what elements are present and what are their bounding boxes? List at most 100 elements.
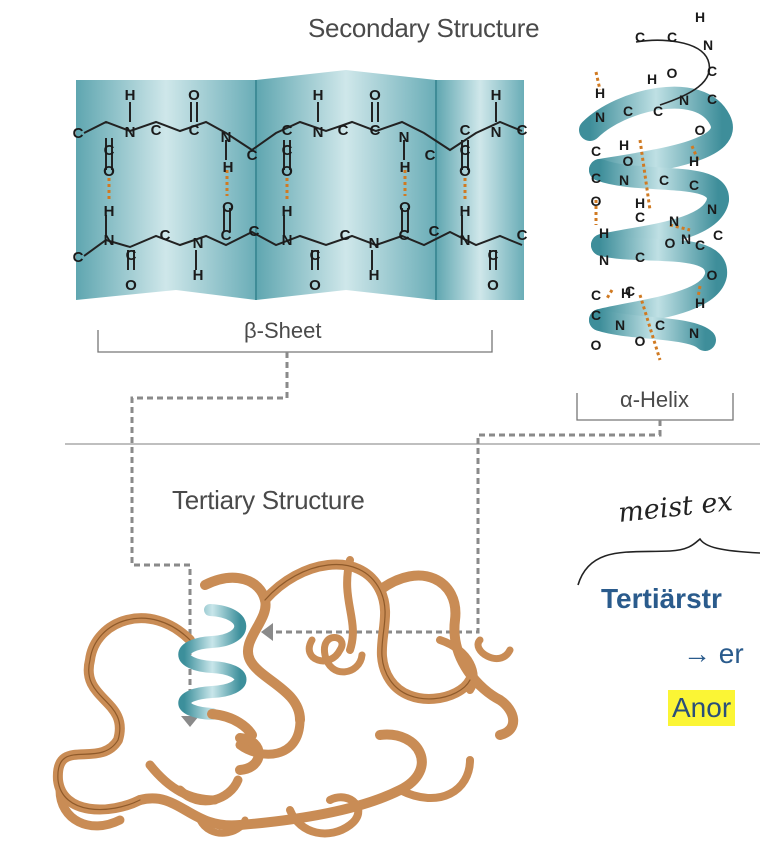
- atom-label: O: [591, 193, 602, 209]
- atom-label: N: [669, 213, 679, 229]
- atom-label: C: [247, 147, 258, 164]
- atom-label: N: [681, 231, 691, 247]
- atom-label: H: [595, 85, 605, 101]
- atom-label: O: [103, 163, 115, 180]
- atom-label: O: [222, 199, 234, 216]
- tertiary-teal-elements: [162, 604, 264, 776]
- atom-label: O: [623, 153, 634, 169]
- alpha-helix-label: α-Helix: [620, 387, 689, 412]
- atom-label: C: [126, 247, 137, 264]
- atom-label: O: [635, 333, 646, 349]
- atom-label: H: [369, 267, 380, 284]
- atom-label: O: [399, 199, 411, 216]
- atom-label: H: [695, 9, 705, 25]
- atom-label: C: [667, 29, 677, 45]
- atom-label: C: [689, 177, 699, 193]
- atom-label: C: [517, 227, 528, 244]
- atom-label: C: [707, 63, 717, 79]
- dashed-connectors: [130, 352, 662, 715]
- sheet-panel-3: [436, 80, 524, 300]
- atom-label: C: [282, 142, 293, 159]
- atom-label: O: [188, 87, 200, 104]
- atom-label: N: [599, 252, 609, 268]
- secondary-structure-title: Secondary Structure: [308, 13, 540, 43]
- beta-sheet-bracket: [97, 330, 493, 353]
- beta-sheet-connector: [130, 352, 289, 715]
- atom-label: C: [340, 227, 351, 244]
- atom-label: O: [281, 163, 293, 180]
- tertiary-protein-ribbon: [52, 556, 519, 838]
- beta-sheet-hydrogen-bonds: [107, 170, 467, 200]
- atom-label: C: [623, 103, 633, 119]
- atom-label: N: [703, 37, 713, 53]
- atom-label: N: [282, 232, 293, 249]
- atom-label: C: [425, 147, 436, 164]
- atom-label: C: [338, 122, 349, 139]
- atom-label: O: [695, 122, 706, 138]
- atom-label: C: [104, 142, 115, 159]
- atom-label: O: [707, 267, 718, 283]
- atom-label: H: [400, 159, 411, 176]
- sheet-panel-1: [76, 80, 256, 300]
- atom-label: C: [625, 283, 635, 299]
- atom-label: N: [460, 232, 471, 249]
- atom-label: C: [707, 91, 717, 107]
- atom-label: C: [151, 122, 162, 139]
- connector-arrowhead-down: [181, 716, 199, 727]
- atom-label: N: [399, 129, 410, 146]
- atom-label: N: [491, 124, 502, 141]
- alpha-helix-bracket: [576, 393, 734, 421]
- atom-label: N: [221, 129, 232, 146]
- atom-label: C: [659, 172, 669, 188]
- atom-label: N: [679, 92, 689, 108]
- atom-label: C: [695, 237, 705, 253]
- atom-label: N: [619, 172, 629, 188]
- atom-label: H: [193, 267, 204, 284]
- atom-label: C: [249, 223, 260, 240]
- atom-label: N: [104, 232, 115, 249]
- atom-label: C: [370, 122, 381, 139]
- atom-label: C: [591, 287, 601, 303]
- atom-label: C: [591, 307, 601, 323]
- highlighted-note: Anor: [668, 690, 736, 726]
- connector-arrowhead-left: [261, 623, 273, 641]
- atom-label: C: [282, 122, 293, 139]
- atom-label: C: [488, 247, 499, 264]
- atom-label: O: [591, 337, 602, 353]
- atom-label: O: [665, 235, 676, 251]
- alpha-helix-connector: [272, 420, 662, 634]
- atom-label: C: [591, 143, 601, 159]
- handwritten-brace: [577, 537, 760, 586]
- tertiary-structure-note: Tertiärstr: [601, 583, 722, 614]
- beta-sheet-panels: [76, 70, 524, 300]
- alpha-helix-ribbon: [579, 39, 733, 351]
- atom-label: N: [707, 201, 717, 217]
- atom-label: N: [689, 325, 699, 341]
- atom-label: N: [615, 317, 625, 333]
- atom-label: N: [595, 109, 605, 125]
- atom-label: N: [193, 235, 204, 252]
- atom-label: N: [125, 124, 136, 141]
- atom-label: H: [647, 71, 657, 87]
- atom-label: C: [591, 170, 601, 186]
- atom-label: H: [223, 159, 234, 176]
- atom-label: O: [369, 87, 381, 104]
- atom-label: H: [695, 295, 705, 311]
- atom-label: C: [635, 29, 645, 45]
- atom-label: C: [399, 227, 410, 244]
- atom-label: H: [104, 203, 115, 220]
- atom-label: N: [369, 235, 380, 252]
- atom-label: O: [309, 277, 321, 294]
- atom-label: C: [460, 142, 471, 159]
- atom-label: C: [655, 317, 665, 333]
- atom-label: C: [635, 209, 645, 225]
- beta-sheet-label: β-Sheet: [244, 318, 322, 343]
- atom-label: C: [73, 125, 84, 142]
- atom-label: C: [713, 227, 723, 243]
- atom-label: H: [125, 87, 136, 104]
- atom-label: C: [160, 227, 171, 244]
- atom-label: O: [459, 163, 471, 180]
